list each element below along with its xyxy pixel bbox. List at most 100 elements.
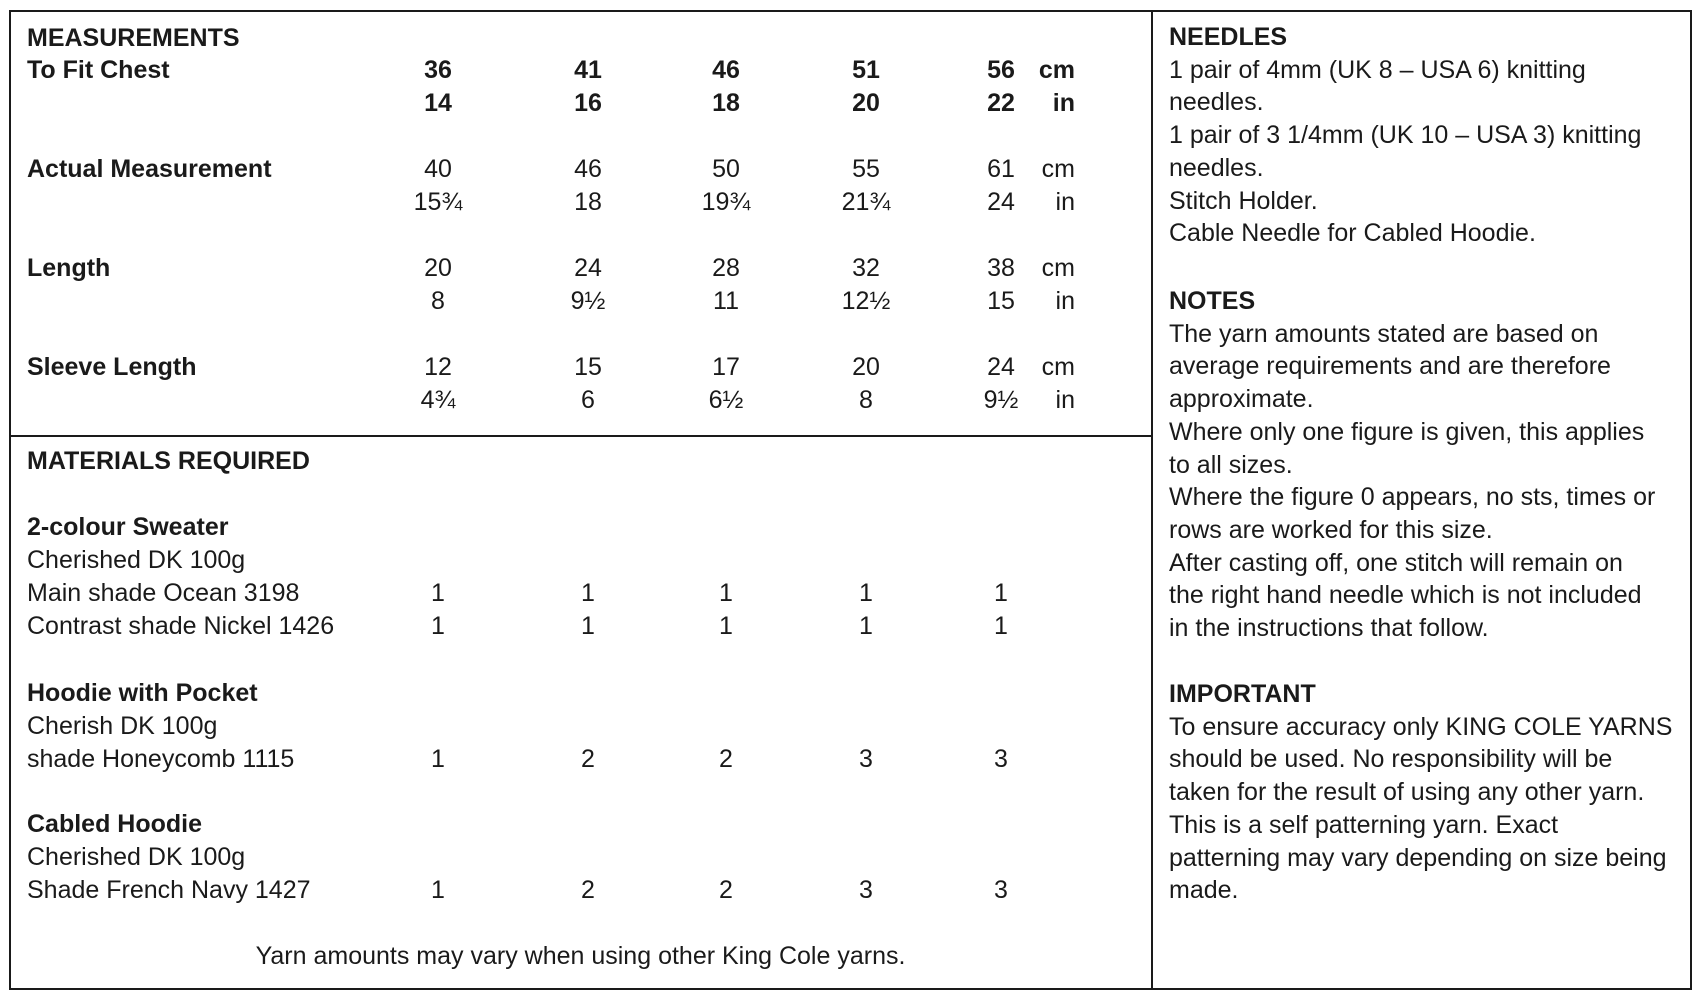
measurement-cm-value: 36 — [424, 56, 452, 84]
materials-heading: MATERIALS REQUIRED — [27, 447, 310, 475]
important-line: taken for the result of using any other … — [1169, 778, 1645, 807]
needles-line: needles. — [1169, 88, 1264, 117]
ball-quantity: 3 — [859, 876, 873, 904]
ball-quantity: 2 — [581, 876, 595, 904]
measurement-in-value: 16 — [574, 89, 602, 117]
measurement-row-label: Actual Measurement — [27, 155, 272, 183]
yarn-group-title: 2-colour Sweater — [27, 513, 229, 541]
yarn-group-title: Cabled Hoodie — [27, 810, 203, 838]
important-line: To ensure accuracy only KING COLE YARNS — [1169, 712, 1673, 741]
yarn-name: Cherish DK 100g — [27, 712, 218, 740]
measurement-cm-value: 40 — [424, 155, 452, 183]
notes-line: approximate. — [1169, 385, 1314, 414]
pattern-table-frame — [9, 10, 1692, 990]
notes-heading: NOTES — [1169, 287, 1256, 315]
measurement-cm-value: 46 — [712, 56, 740, 84]
measurement-in-value: 15 — [987, 287, 1015, 315]
ball-quantity: 3 — [994, 745, 1008, 773]
needles-line: Stitch Holder. — [1169, 186, 1318, 215]
measurement-in-value: 24 — [987, 188, 1015, 216]
ball-quantity: 1 — [719, 579, 733, 607]
needles-line: 1 pair of 4mm (UK 8 – USA 6) knitting — [1169, 55, 1586, 84]
measurement-in-value: 18 — [712, 89, 740, 117]
measurement-cm-value: 41 — [574, 56, 602, 84]
measurement-in-value: 22 — [987, 89, 1015, 117]
unit-in-label: in — [1055, 386, 1075, 414]
measurement-in-value: 6½ — [708, 386, 744, 414]
measurement-cm-value: 15 — [574, 353, 602, 381]
notes-line: The yarn amounts stated are based on — [1169, 319, 1599, 348]
needles-heading: NEEDLES — [1169, 23, 1288, 51]
measurement-row-label: Sleeve Length — [27, 353, 197, 381]
ball-quantity: 1 — [859, 612, 873, 640]
measurement-cm-value: 38 — [987, 254, 1015, 282]
measurement-row-label: Length — [27, 254, 111, 282]
unit-cm-label: cm — [1041, 254, 1075, 282]
measurement-in-value: 9½ — [983, 386, 1019, 414]
ball-quantity: 1 — [581, 579, 595, 607]
measurement-cm-value: 17 — [712, 353, 740, 381]
measurement-in-value: 9½ — [570, 287, 606, 315]
ball-quantity: 2 — [719, 876, 733, 904]
notes-line: Where the figure 0 appears, no sts, time… — [1169, 483, 1656, 512]
unit-cm-label: cm — [1041, 353, 1075, 381]
measurement-row-label: To Fit Chest — [27, 56, 170, 84]
yarn-shade-label: Main shade Ocean 3198 — [27, 579, 300, 607]
yarn-shade-label: Shade French Navy 1427 — [27, 876, 311, 904]
measurement-cm-value: 32 — [852, 254, 880, 282]
notes-line: Where only one figure is given, this app… — [1169, 417, 1645, 446]
measurement-in-value: 15¾ — [413, 188, 463, 216]
measurement-cm-value: 12 — [424, 353, 452, 381]
notes-line: in the instructions that follow. — [1169, 614, 1489, 643]
ball-quantity: 3 — [994, 876, 1008, 904]
measurement-in-value: 11 — [713, 287, 739, 315]
notes-line: the right hand needle which is not inclu… — [1169, 581, 1642, 610]
yarn-name: Cherished DK 100g — [27, 843, 246, 871]
measurement-in-value: 8 — [431, 287, 445, 315]
ball-quantity: 1 — [581, 612, 595, 640]
yarn-shade-label: shade Honeycomb 1115 — [27, 745, 295, 773]
important-line: should be used. No responsibility will b… — [1169, 745, 1613, 774]
measurement-in-value: 4¾ — [420, 386, 456, 414]
measurement-cm-value: 55 — [852, 155, 880, 183]
ball-quantity: 1 — [994, 579, 1008, 607]
notes-line: average requirements and are therefore — [1169, 352, 1611, 381]
measurement-cm-value: 24 — [987, 353, 1015, 381]
measurement-in-value: 18 — [574, 188, 602, 216]
notes-line: rows are worked for this size. — [1169, 515, 1493, 544]
section-divider — [9, 435, 1152, 437]
ball-quantity: 2 — [581, 745, 595, 773]
ball-quantity: 1 — [719, 612, 733, 640]
measurement-in-value: 12½ — [841, 287, 891, 315]
ball-quantity: 1 — [994, 612, 1008, 640]
needles-line: Cable Needle for Cabled Hoodie. — [1169, 219, 1536, 248]
needles-section: NEEDLES 1 pair of 4mm (UK 8 – USA 6) kni… — [1169, 21, 1679, 250]
column-divider — [1151, 10, 1153, 990]
yarn-shade-label: Contrast shade Nickel 1426 — [27, 612, 335, 640]
measurement-cm-value: 20 — [852, 353, 880, 381]
unit-in-label: in — [1055, 287, 1075, 315]
measurement-cm-value: 20 — [424, 254, 452, 282]
measurement-cm-value: 24 — [574, 254, 602, 282]
ball-quantity: 1 — [431, 579, 445, 607]
measurement-in-value: 8 — [859, 386, 873, 414]
measurement-cm-value: 56 — [987, 56, 1015, 84]
notes-line: After casting off, one stitch will remai… — [1169, 548, 1623, 577]
unit-cm-label: cm — [1038, 56, 1075, 84]
measurement-in-value: 14 — [424, 89, 452, 117]
yarn-group-title: Hoodie with Pocket — [27, 679, 258, 707]
important-line: This is a self patterning yarn. Exact — [1169, 810, 1559, 839]
measurements-heading: MEASUREMENTS — [27, 24, 240, 52]
ball-quantity: 1 — [431, 745, 445, 773]
ball-quantity: 2 — [719, 745, 733, 773]
needles-line: 1 pair of 3 1/4mm (UK 10 – USA 3) knitti… — [1169, 121, 1642, 150]
important-section: IMPORTANT To ensure accuracy only KING C… — [1169, 678, 1679, 907]
important-line: patterning may vary depending on size be… — [1169, 843, 1667, 872]
measurement-cm-value: 50 — [712, 155, 740, 183]
important-heading: IMPORTANT — [1169, 680, 1316, 708]
unit-cm-label: cm — [1041, 155, 1075, 183]
ball-quantity: 1 — [859, 579, 873, 607]
measurement-in-value: 21¾ — [841, 188, 891, 216]
measurement-cm-value: 51 — [852, 56, 880, 84]
notes-section: NOTES The yarn amounts stated are based … — [1169, 285, 1679, 645]
